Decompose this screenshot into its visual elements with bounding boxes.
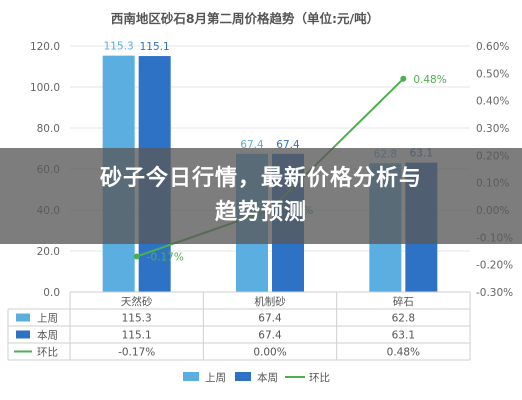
y2-tick-label: 0.30% <box>476 123 509 135</box>
bar-data-label: 67.4 <box>240 139 264 151</box>
y-tick-label: 100.0 <box>30 82 60 94</box>
table-cell: 115.1 <box>122 330 152 342</box>
category-label: 碎石 <box>393 295 414 308</box>
y2-tick-label: -0.20% <box>476 260 513 272</box>
chart-title: 西南地区砂石8月第二周价格趋势（单位:元/吨） <box>111 11 379 26</box>
line-data-label: -0.17% <box>147 251 184 263</box>
table-legend-key <box>16 330 30 339</box>
table-cell: 0.48% <box>387 347 420 359</box>
y-tick-label: 120.0 <box>30 41 60 53</box>
y2-tick-label: 0.50% <box>476 68 509 80</box>
legend-label-环比: 环比 <box>309 371 330 384</box>
table-cell: 67.4 <box>258 330 282 342</box>
legend-label-上周: 上周 <box>205 372 226 384</box>
table-cell: 0.00% <box>253 347 286 359</box>
table-row-label: 环比 <box>37 346 58 359</box>
table-cell: 67.4 <box>258 313 282 325</box>
y-tick-label: 0.0 <box>43 287 60 299</box>
line-data-label: 0.48% <box>413 74 446 86</box>
table-cell: 62.8 <box>392 313 415 325</box>
table-row-label: 本周 <box>37 329 58 342</box>
y-tick-label: 80.0 <box>37 123 60 135</box>
y2-tick-label: 0.40% <box>476 96 509 108</box>
table-cell: 63.1 <box>392 330 415 342</box>
bar-data-label: 115.3 <box>104 41 134 53</box>
legend-key-上周 <box>183 372 199 381</box>
line-point <box>400 75 407 82</box>
legend-key-本周 <box>235 372 251 381</box>
legend-label-本周: 本周 <box>257 371 278 384</box>
article-title-line-2: 趋势预测 <box>214 200 307 225</box>
y-tick-label: 20.0 <box>37 246 60 258</box>
category-label: 机制砂 <box>254 295 286 308</box>
category-label: 天然砂 <box>121 295 153 308</box>
table-row-label: 上周 <box>37 313 58 325</box>
bar-data-label: 115.1 <box>140 41 170 53</box>
line-point <box>133 253 140 260</box>
y2-tick-label: 0.60% <box>476 41 509 53</box>
table-cell: 115.3 <box>122 313 152 325</box>
table-legend-key <box>16 313 30 322</box>
bar-data-label: 67.4 <box>276 139 300 151</box>
article-title-banner: 砂子今日行情，最新价格分析与 趋势预测 <box>0 148 522 244</box>
article-title-line-1: 砂子今日行情，最新价格分析与 <box>99 166 422 191</box>
y2-tick-label: -0.30% <box>476 287 513 299</box>
table-cell: -0.17% <box>118 347 155 359</box>
